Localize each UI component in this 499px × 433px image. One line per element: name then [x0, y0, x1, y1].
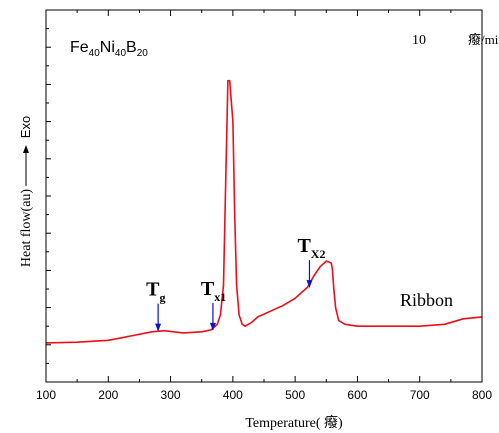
x-tick-label: 700	[410, 388, 430, 402]
exo-arrow	[23, 145, 29, 186]
heating-rate-value: 10	[412, 33, 426, 48]
x-tick-label: 200	[98, 388, 118, 402]
x-axis-title: Temperature( 癈)	[245, 414, 343, 431]
series-label: Ribbon	[400, 290, 453, 310]
annotation-label-x2: TX2	[297, 235, 325, 261]
annotation-label-g: Tg	[146, 279, 165, 305]
annotation-arrowhead	[306, 280, 313, 289]
sample-label: Fe40Ni40B20	[70, 39, 148, 59]
x-tick-label: 800	[472, 388, 492, 402]
heating-rate-unit: 癈/min	[468, 32, 499, 47]
axes: 100 200 300 400 500 600 700 800	[36, 9, 492, 402]
annotation-label-x1: Tx1	[201, 278, 226, 304]
x-tick-label: 500	[285, 388, 305, 402]
x-tick-label: 600	[347, 388, 367, 402]
annotation-arrowhead	[209, 322, 216, 331]
x-tick-label: 400	[223, 388, 243, 402]
annotation-arrowhead	[155, 323, 162, 332]
exo-label: Exo	[18, 116, 33, 138]
series-line-ribbon	[45, 79, 483, 344]
y-axis-title: Heat flow(au)	[19, 189, 34, 267]
x-tick-label: 100	[36, 388, 56, 402]
x-tick-label: 300	[161, 388, 181, 402]
plot-area: Tg Tx1 TX2	[45, 79, 483, 344]
